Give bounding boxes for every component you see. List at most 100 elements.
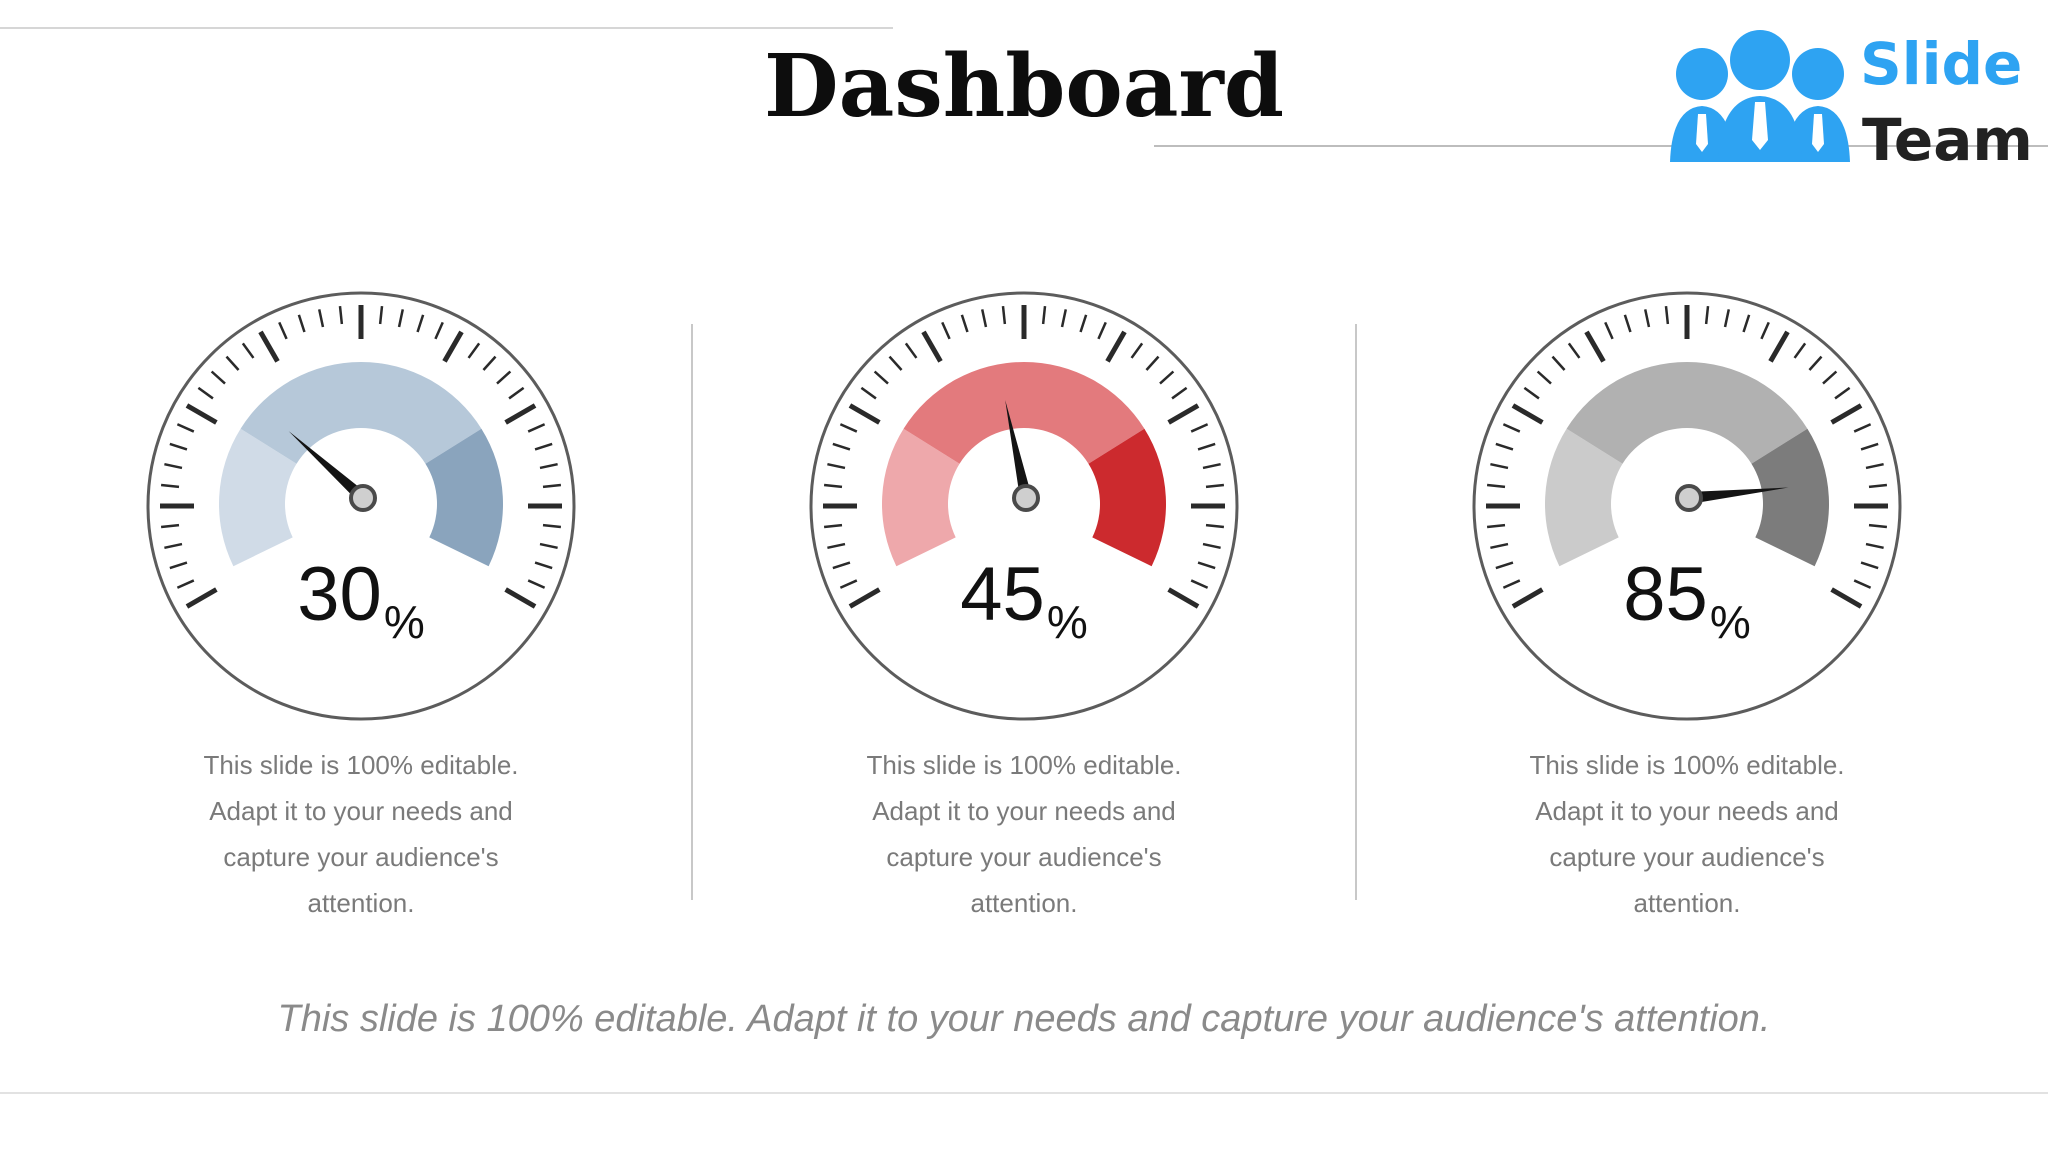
gauge-value: 85 <box>1623 552 1708 637</box>
gauge-tick <box>921 330 943 363</box>
gauge-tick <box>1495 561 1514 570</box>
gauge-tick <box>504 403 537 425</box>
gauge-tick <box>1523 386 1540 400</box>
top-rule-right <box>1154 145 2048 147</box>
gauge-tick <box>258 330 280 363</box>
gauge-readout: 85% <box>1467 551 1907 648</box>
gauge-tick <box>1551 355 1566 371</box>
gauge-band-high <box>1088 428 1166 567</box>
gauge-icon <box>809 291 1239 721</box>
gauge-tick <box>542 483 562 489</box>
gauge-tick <box>839 579 858 589</box>
gauge-tick <box>160 483 180 489</box>
gauge-tick <box>1865 462 1884 470</box>
gauge-tick <box>827 542 846 550</box>
gauge-tick <box>1822 370 1838 385</box>
gauge-tick <box>1190 423 1209 433</box>
gauge-tick <box>241 342 255 359</box>
gauge-tick <box>1760 321 1770 340</box>
gauge-tick <box>1536 370 1552 385</box>
gauge-tick <box>1197 442 1216 451</box>
gauge-tick <box>904 342 918 359</box>
gauge-tick <box>1486 523 1506 529</box>
gauge-tick <box>1723 309 1731 328</box>
gauge-tick <box>1860 561 1879 570</box>
gauge-tick <box>1490 542 1509 550</box>
gauge-icon <box>1472 291 1902 721</box>
gauge-tick <box>1145 355 1160 371</box>
gauge-tick <box>442 330 464 363</box>
gauge-tick <box>1171 386 1188 400</box>
gauge-ticks <box>160 305 562 609</box>
gauge-tick <box>1197 561 1216 570</box>
gauge-tick <box>278 321 288 340</box>
gauge-tick <box>960 314 969 333</box>
gauge-tick <box>823 523 843 529</box>
gauge-tick <box>1511 587 1544 609</box>
gauge-value: 30 <box>297 552 382 637</box>
gauge-tick <box>1643 309 1651 328</box>
footer-caption: This slide is 100% editable. Adapt it to… <box>277 998 1771 1040</box>
gauge-tick <box>482 355 497 371</box>
gauge-unit: % <box>1046 596 1088 648</box>
gauge-tick <box>1704 305 1710 325</box>
top-rule-left <box>0 27 893 29</box>
gauge-tick <box>1167 403 1200 425</box>
gauge-ticks <box>823 305 1225 609</box>
column-divider <box>691 324 693 900</box>
gauge-tick <box>980 309 988 328</box>
gauge-ticks <box>1486 305 1888 609</box>
gauge-tick <box>539 462 558 470</box>
gauge-hub <box>1012 484 1040 512</box>
gauge-band-high <box>1751 428 1829 567</box>
column-divider <box>1355 324 1357 900</box>
gauge-tick <box>1205 523 1225 529</box>
gauge-band-mid <box>1566 362 1808 464</box>
gauge-tick <box>176 579 195 589</box>
bottom-rule <box>0 1092 2048 1094</box>
gauge-tick <box>1567 342 1581 359</box>
gauge-tick <box>823 483 843 489</box>
gauge-tick <box>1808 355 1823 371</box>
gauge-tick <box>527 579 546 589</box>
gauge-tick <box>1159 370 1175 385</box>
gauge-tick <box>416 314 425 333</box>
gauge-tick <box>888 355 903 371</box>
gauge-tick <box>1742 314 1751 333</box>
gauge-hub <box>349 484 377 512</box>
logo-text-slide: Slide <box>1860 30 2023 98</box>
gauge-tick <box>873 370 889 385</box>
gauge-band-mid <box>903 362 1145 464</box>
gauge-tick <box>1865 542 1884 550</box>
gauge-tick <box>1853 579 1872 589</box>
gauge-tick <box>1495 442 1514 451</box>
gauge-tick <box>1768 330 1790 363</box>
gauge-tick <box>848 587 881 609</box>
gauge-tick <box>1834 386 1851 400</box>
gauge-needle <box>288 431 368 503</box>
gauge-tick <box>496 370 512 385</box>
gauge-value: 45 <box>960 552 1045 637</box>
gauge-tick <box>185 587 218 609</box>
gauge-tick <box>1868 483 1888 489</box>
gauge-caption: This slide is 100% editable. Adapt it to… <box>203 750 519 918</box>
gauge-tick <box>1604 321 1614 340</box>
gauge-tick <box>1097 321 1107 340</box>
gauge-tick <box>1664 305 1670 325</box>
gauge-tick <box>1793 342 1807 359</box>
gauge-tick <box>160 523 180 529</box>
gauge-tick <box>1830 403 1863 425</box>
logo-text-team: Team <box>1862 106 2033 174</box>
team-logo-icon <box>1670 30 1850 162</box>
gauge-tick <box>169 442 188 451</box>
gauge-tick <box>164 542 183 550</box>
gauge-tick <box>1490 462 1509 470</box>
gauge-tick <box>534 561 553 570</box>
gauge-tick <box>539 542 558 550</box>
gauge-tick <box>397 309 405 328</box>
gauge-tick <box>839 423 858 433</box>
slideteam-logo: Slide Team <box>1660 22 2033 174</box>
gauge-tick <box>1205 483 1225 489</box>
gauge-tick <box>434 321 444 340</box>
gauge-tick <box>225 355 240 371</box>
